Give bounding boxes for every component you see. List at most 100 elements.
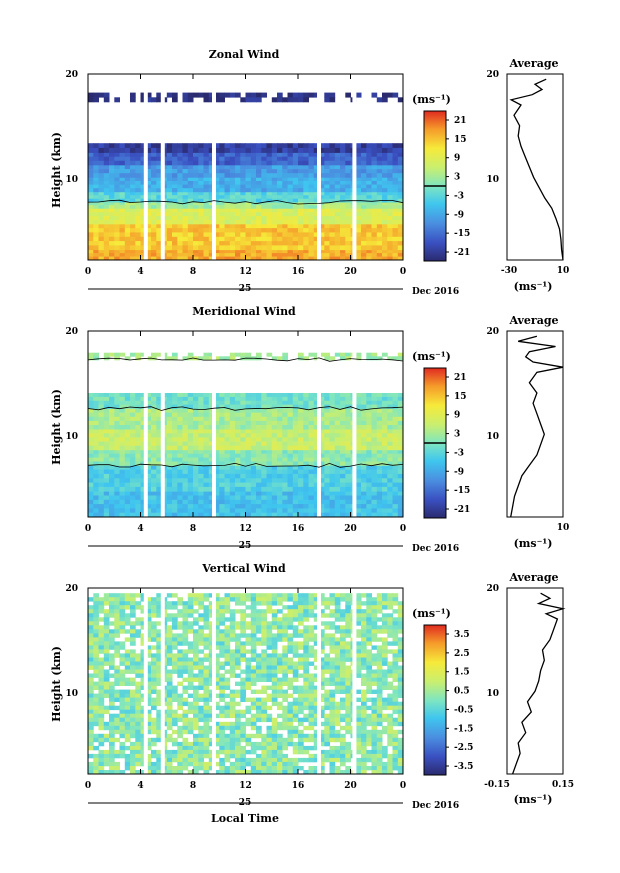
heatmap-cell	[287, 177, 294, 182]
heatmap-cell	[292, 253, 299, 257]
heatmap-cell	[98, 504, 105, 509]
heatmap-cell	[277, 177, 283, 182]
heatmap-cell	[124, 181, 131, 185]
heatmap-cell	[156, 191, 162, 196]
heatmap-cell	[198, 412, 204, 418]
heatmap-cell	[376, 637, 383, 642]
heatmap-cell	[103, 499, 110, 505]
heatmap-cell	[271, 97, 278, 103]
heatmap-cell	[282, 661, 288, 666]
heatmap-cell	[151, 504, 157, 509]
heatmap-cell	[245, 465, 252, 470]
heatmap-cell	[145, 156, 152, 162]
heatmap-cell	[140, 208, 147, 213]
heatmap-cell	[382, 396, 388, 402]
heatmap-cell	[277, 191, 283, 196]
heatmap-cell	[250, 478, 257, 483]
heatmap-cell	[355, 416, 362, 422]
heatmap-cell	[229, 220, 236, 225]
heatmap-cell	[219, 633, 225, 638]
heatmap-cell	[355, 256, 362, 261]
heatmap-cell	[109, 420, 115, 426]
heatmap-cell	[245, 508, 252, 514]
heatmap-cell	[313, 352, 320, 357]
heatmap-cell	[250, 393, 257, 398]
heatmap-cell	[224, 208, 231, 213]
heatmap-cell	[109, 453, 115, 458]
heatmap-cell	[340, 169, 346, 174]
heatmap-cell	[277, 677, 283, 682]
heatmap-cell	[93, 657, 99, 662]
heatmap-cell	[361, 169, 367, 174]
heatmap-cell	[361, 486, 367, 492]
heatmap-cell	[140, 408, 147, 413]
heatmap-cell	[103, 482, 110, 488]
heatmap-cell	[166, 469, 173, 475]
heatmap-cell	[392, 486, 399, 492]
heatmap-cell	[245, 649, 252, 654]
heatmap-cell	[156, 202, 162, 206]
heatmap-cell	[88, 420, 94, 426]
heatmap-cell	[245, 637, 252, 642]
heatmap-cell	[182, 191, 189, 196]
heatmap-cell	[182, 508, 189, 514]
heatmap-cell	[145, 232, 152, 238]
heatmap-cell	[361, 191, 367, 196]
heatmap-cell	[135, 621, 141, 626]
heatmap-cell	[382, 641, 388, 646]
heatmap-cell	[261, 649, 267, 654]
heatmap-cell	[292, 437, 299, 442]
heatmap-cell	[130, 241, 136, 246]
heatmap-cell	[298, 160, 304, 166]
heatmap-cell	[182, 445, 189, 451]
heatmap-cell	[124, 169, 131, 174]
heatmap-cell	[109, 601, 115, 606]
heatmap-cell	[361, 253, 367, 257]
heatmap-cell	[109, 465, 115, 470]
heatmap-cell	[219, 495, 225, 501]
heatmap-cell	[366, 256, 372, 261]
heatmap-cell	[109, 223, 115, 229]
heatmap-cell	[98, 617, 105, 622]
heatmap-cell	[229, 184, 236, 189]
heatmap-cell	[88, 461, 94, 466]
heatmap-cell	[119, 441, 126, 447]
heatmap-cell	[303, 198, 309, 203]
heatmap-cell	[103, 677, 110, 682]
heatmap-cell	[124, 404, 131, 409]
heatmap-cell	[361, 220, 367, 225]
heatmap-cell	[303, 469, 309, 475]
heatmap-cell	[98, 453, 105, 458]
heatmap-cell	[324, 601, 330, 606]
heatmap-cell	[329, 396, 336, 402]
heatmap-cell	[250, 441, 257, 447]
heatmap-cell	[93, 512, 99, 518]
heatmap-cell	[345, 420, 351, 426]
heatmap-cell	[235, 404, 241, 409]
heatmap-cell	[177, 482, 183, 488]
heatmap-cell	[203, 147, 210, 153]
heatmap-cell	[340, 228, 346, 233]
heatmap-cell	[345, 143, 351, 149]
heatmap-cell	[271, 465, 278, 470]
heatmap-cell	[308, 396, 315, 402]
heatmap-cell	[124, 164, 131, 170]
heatmap-cell	[319, 453, 325, 458]
heatmap-cell	[240, 441, 246, 447]
heatmap-cell	[119, 437, 126, 442]
heatmap-cell	[361, 188, 367, 193]
heatmap-cell	[366, 212, 372, 217]
heatmap-cell	[277, 256, 283, 261]
heatmap-cell	[198, 198, 204, 203]
heatmap-cell	[229, 491, 236, 496]
heatmap-cell	[182, 412, 189, 418]
heatmap-cell	[387, 152, 393, 157]
heatmap-cell	[256, 212, 262, 217]
heatmap-cell	[266, 473, 273, 479]
heatmap-cell	[182, 164, 189, 170]
heatmap-cell	[382, 512, 388, 518]
heatmap-cell	[88, 629, 94, 634]
heatmap-cell	[151, 673, 157, 678]
heatmap-cell	[166, 512, 173, 518]
heatmap-cell	[172, 465, 178, 470]
